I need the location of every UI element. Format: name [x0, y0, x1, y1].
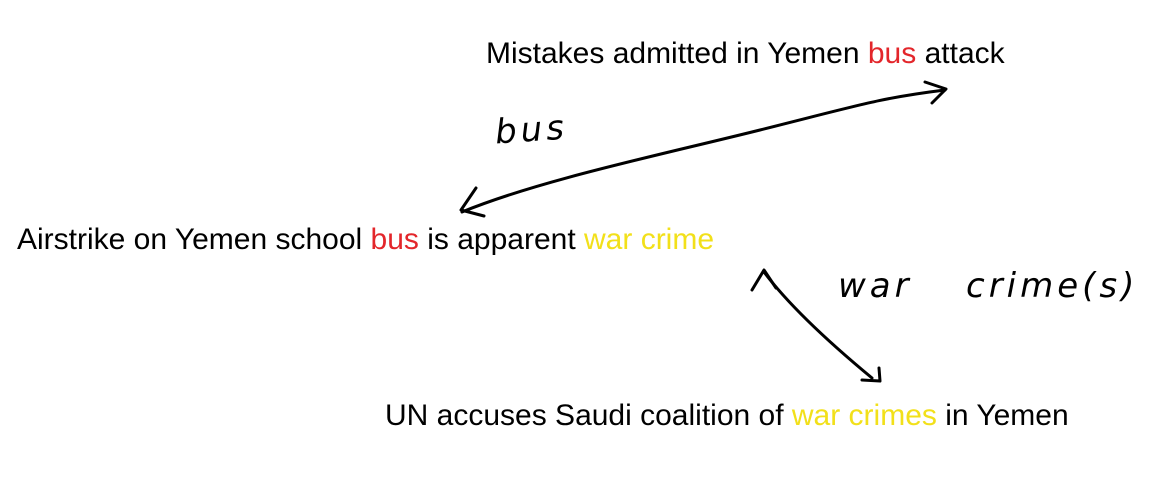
annotation-crimes: crime(s)	[966, 266, 1139, 306]
headline-text: UN accuses Saudi coalition of	[385, 399, 792, 432]
highlight-bus: bus	[867, 37, 917, 70]
bus-link-line	[460, 88, 947, 214]
war-link-arrowhead-top	[750, 268, 778, 292]
bus-link-arrowhead-top	[923, 80, 948, 105]
highlight-war-crime: war crime	[584, 223, 715, 256]
headline-text: is apparent	[418, 223, 585, 256]
highlight-war-crimes: war crimes	[791, 399, 937, 432]
headline-text: Mistakes admitted in Yemen	[486, 37, 868, 70]
headline-text: attack	[916, 37, 1005, 70]
headline-text: Airstrike on Yemen school	[17, 223, 371, 256]
annotation-bus: bus	[493, 107, 570, 153]
headline-airstrike: Airstrike on Yemen school bus is apparen…	[17, 222, 714, 258]
headline-un-accuses: UN accuses Saudi coalition of war crimes…	[385, 398, 1069, 434]
war-link-arrowhead-bottom	[860, 366, 882, 383]
headline-text: in Yemen	[936, 399, 1069, 432]
highlight-bus: bus	[370, 223, 419, 256]
headline-mistakes-admitted: Mistakes admitted in Yemen bus attack	[486, 36, 1005, 72]
bus-link-arrowhead-bottom	[459, 186, 486, 218]
annotation-war: war	[838, 266, 913, 306]
